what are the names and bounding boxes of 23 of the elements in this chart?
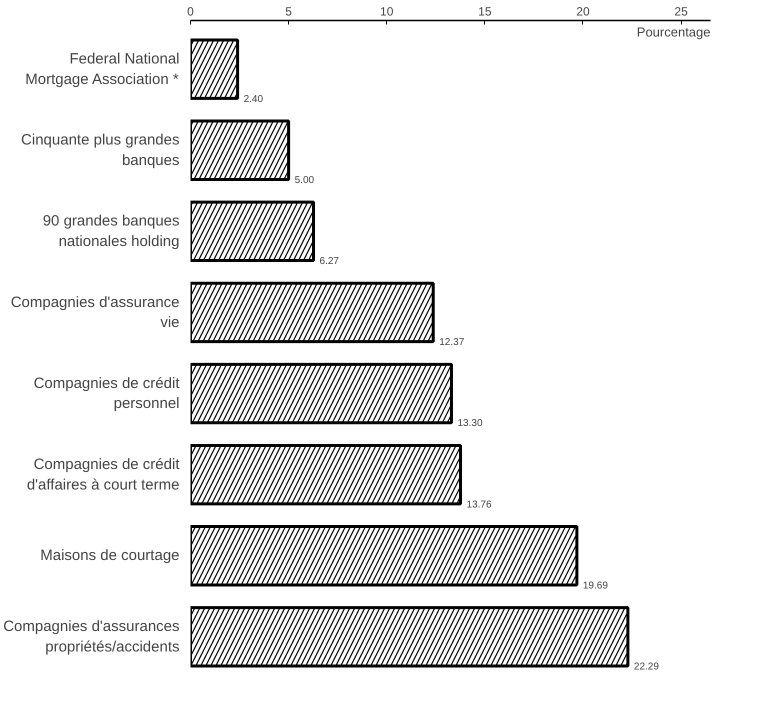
data-label: 19.69: [582, 580, 608, 592]
y-tick-label: Cinquante plus grandes banques: [21, 132, 180, 169]
y-tick-label: Compagnies d'assurance vie: [10, 294, 180, 332]
data-label: 22.29: [634, 662, 660, 673]
data-label: 6.27: [320, 256, 340, 268]
x-tick-label: 10: [380, 4, 394, 18]
data-label: 13.76: [466, 499, 492, 510]
y-tick-label: Federal National Mortgage Association *: [25, 50, 180, 88]
y-tick-label: Compagnies d'assurances propriétés/accidents: [3, 618, 180, 656]
data-label: 2.40: [244, 94, 264, 105]
y-tick-label: Compagnies de crédit personnel: [34, 374, 180, 412]
x-tick-label: 20: [576, 4, 590, 18]
y-tick-label: 90 grandes banques nationales holding: [42, 212, 180, 250]
data-label: 12.37: [439, 337, 465, 348]
x-tick-label: 15: [478, 4, 492, 18]
y-tick-label: Compagnies de crédit d'affaires à court terme: [26, 456, 180, 494]
y-tick-label: Maisons de courtage: [40, 547, 180, 564]
data-label: 13.30: [457, 418, 483, 430]
x-tick-label: 25: [674, 4, 688, 18]
data-label: 5.00: [294, 174, 315, 186]
x-tick-label: 5: [285, 4, 292, 18]
x-axis-title: Pourcentage: [636, 24, 711, 40]
x-tick-label: 0: [187, 4, 194, 18]
